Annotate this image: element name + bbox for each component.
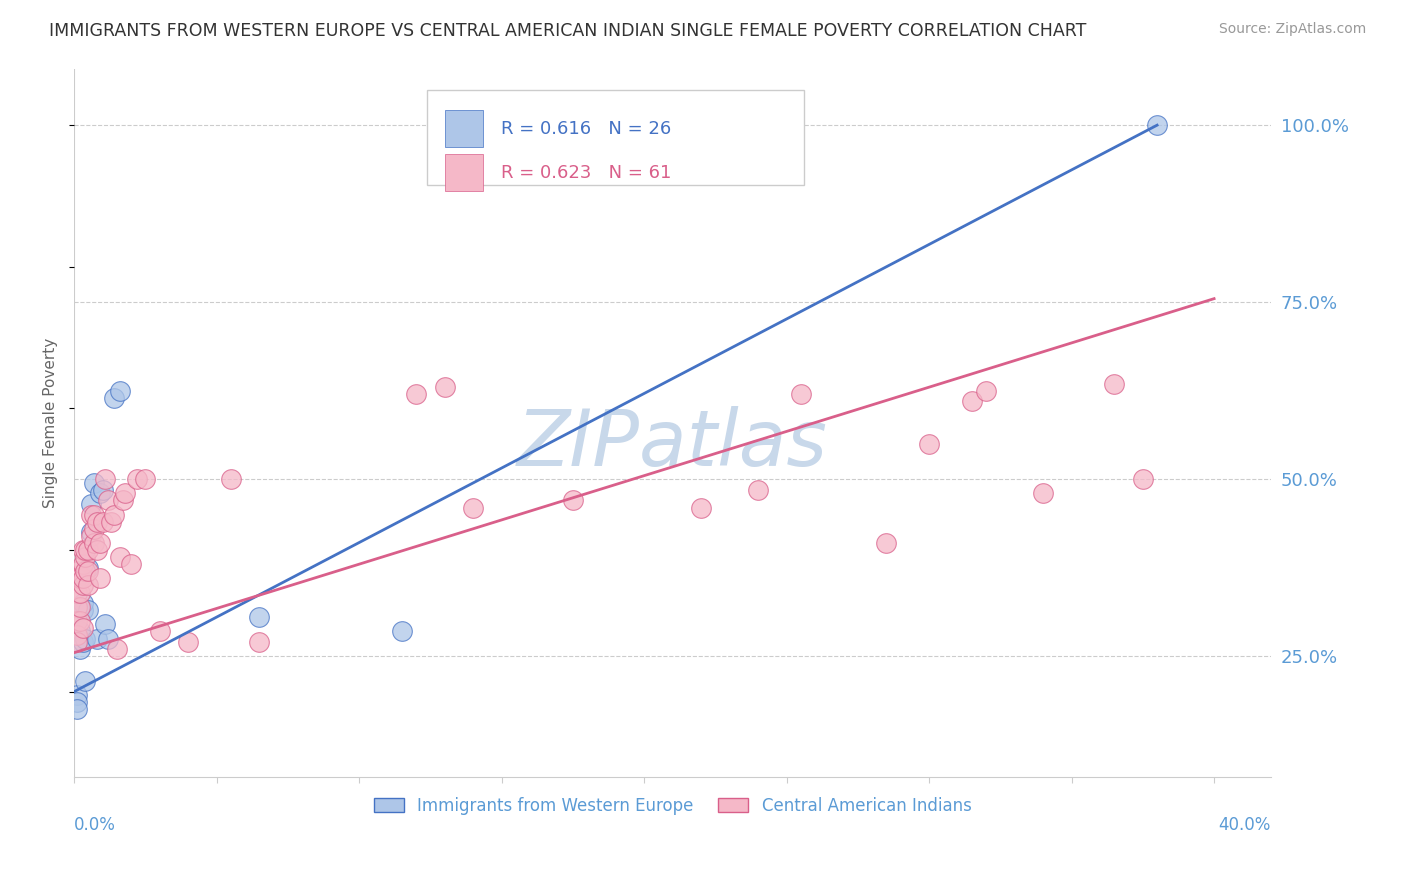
Point	[103, 508, 125, 522]
Point	[561, 493, 583, 508]
Point	[108, 384, 131, 398]
Point	[433, 380, 456, 394]
Point	[72, 621, 94, 635]
FancyBboxPatch shape	[446, 154, 484, 191]
Point	[66, 628, 89, 642]
Point	[72, 543, 94, 558]
Point	[461, 500, 484, 515]
Point	[149, 624, 172, 639]
Point	[91, 515, 114, 529]
Legend: Immigrants from Western Europe, Central American Indians: Immigrants from Western Europe, Central …	[367, 790, 979, 822]
Point	[918, 437, 941, 451]
Point	[960, 394, 983, 409]
Point	[790, 387, 813, 401]
Point	[77, 560, 100, 574]
Text: 40.0%: 40.0%	[1219, 815, 1271, 833]
Point	[690, 500, 713, 515]
Point	[66, 688, 89, 702]
Point	[219, 472, 242, 486]
Point	[83, 522, 105, 536]
Point	[97, 632, 120, 646]
Point	[1104, 376, 1126, 391]
Point	[72, 571, 94, 585]
Point	[69, 642, 91, 657]
Point	[94, 617, 117, 632]
Point	[83, 475, 105, 490]
Point	[97, 493, 120, 508]
Point	[77, 564, 100, 578]
Point	[1032, 486, 1054, 500]
Point	[66, 614, 89, 628]
Point	[77, 543, 100, 558]
Point	[120, 558, 142, 572]
Point	[72, 635, 94, 649]
Point	[75, 564, 97, 578]
Point	[69, 614, 91, 628]
Point	[974, 384, 997, 398]
Point	[75, 543, 97, 558]
Point	[66, 702, 89, 716]
Point	[747, 483, 769, 497]
Point	[89, 536, 111, 550]
Point	[80, 529, 103, 543]
Point	[66, 599, 89, 614]
Point	[1146, 118, 1168, 132]
Point	[247, 635, 270, 649]
Point	[66, 695, 89, 709]
Point	[69, 585, 91, 599]
Point	[103, 391, 125, 405]
Point	[100, 515, 122, 529]
Point	[89, 571, 111, 585]
FancyBboxPatch shape	[446, 111, 484, 147]
Point	[72, 578, 94, 592]
Point	[83, 536, 105, 550]
Point	[86, 543, 108, 558]
Point	[86, 632, 108, 646]
Point	[86, 515, 108, 529]
Point	[66, 585, 89, 599]
Point	[111, 493, 134, 508]
Point	[247, 610, 270, 624]
Text: R = 0.623   N = 61: R = 0.623 N = 61	[502, 163, 672, 182]
Text: ZIPatlas: ZIPatlas	[517, 406, 828, 482]
Point	[66, 571, 89, 585]
Point	[405, 387, 427, 401]
Point	[72, 596, 94, 610]
Text: 0.0%: 0.0%	[75, 815, 115, 833]
Point	[134, 472, 156, 486]
Point	[391, 624, 413, 639]
Point	[69, 599, 91, 614]
Point	[114, 486, 136, 500]
Point	[69, 571, 91, 585]
Point	[83, 508, 105, 522]
Point	[94, 472, 117, 486]
Point	[66, 564, 89, 578]
Point	[875, 536, 897, 550]
Point	[125, 472, 148, 486]
Y-axis label: Single Female Poverty: Single Female Poverty	[44, 337, 58, 508]
Point	[661, 146, 683, 161]
Point	[75, 673, 97, 688]
Point	[80, 508, 103, 522]
Point	[1132, 472, 1154, 486]
Point	[66, 635, 89, 649]
Point	[77, 603, 100, 617]
Point	[177, 635, 200, 649]
Point	[105, 642, 128, 657]
Point	[108, 550, 131, 565]
Point	[69, 624, 91, 639]
Point	[77, 578, 100, 592]
Text: R = 0.616   N = 26: R = 0.616 N = 26	[502, 120, 672, 137]
FancyBboxPatch shape	[427, 90, 804, 186]
Point	[91, 483, 114, 497]
Point	[89, 486, 111, 500]
Point	[80, 525, 103, 540]
Point	[72, 558, 94, 572]
Point	[75, 550, 97, 565]
Text: Source: ZipAtlas.com: Source: ZipAtlas.com	[1219, 22, 1367, 37]
Point	[75, 632, 97, 646]
Text: IMMIGRANTS FROM WESTERN EUROPE VS CENTRAL AMERICAN INDIAN SINGLE FEMALE POVERTY : IMMIGRANTS FROM WESTERN EUROPE VS CENTRA…	[49, 22, 1087, 40]
Point	[80, 497, 103, 511]
Point	[72, 603, 94, 617]
